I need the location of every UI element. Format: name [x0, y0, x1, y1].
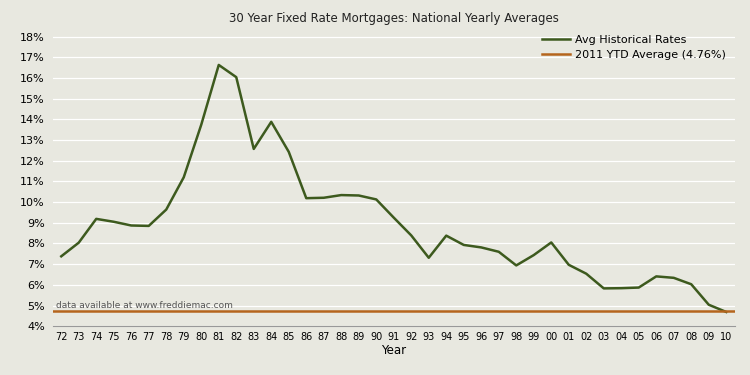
Avg Historical Rates [214, 63, 223, 67]
Avg Historical Rates [704, 303, 713, 307]
Avg Historical Rates [634, 285, 644, 290]
Avg Historical Rates [406, 233, 416, 238]
Avg Historical Rates [547, 240, 556, 245]
2011 YTD Average (4.76%) [57, 308, 66, 313]
Avg Historical Rates [320, 195, 328, 200]
Title: 30 Year Fixed Rate Mortgages: National Yearly Averages: 30 Year Fixed Rate Mortgages: National Y… [229, 12, 559, 25]
Avg Historical Rates [512, 263, 520, 268]
Avg Historical Rates [372, 197, 381, 202]
Legend: Avg Historical Rates, 2011 YTD Average (4.76%): Avg Historical Rates, 2011 YTD Average (… [538, 32, 730, 63]
Avg Historical Rates [477, 245, 486, 250]
Avg Historical Rates [267, 120, 276, 124]
Avg Historical Rates [74, 240, 83, 245]
Avg Historical Rates [127, 223, 136, 228]
Avg Historical Rates [92, 217, 100, 221]
Avg Historical Rates [249, 147, 258, 151]
2011 YTD Average (4.76%) [74, 308, 83, 313]
Avg Historical Rates [616, 286, 626, 290]
Avg Historical Rates [652, 274, 661, 279]
Avg Historical Rates [354, 193, 363, 198]
Avg Historical Rates [564, 262, 573, 267]
Avg Historical Rates [442, 233, 451, 238]
Avg Historical Rates [459, 243, 468, 247]
Avg Historical Rates [284, 150, 293, 154]
Avg Historical Rates [162, 207, 171, 212]
Line: Avg Historical Rates: Avg Historical Rates [62, 65, 726, 312]
Avg Historical Rates [494, 249, 503, 254]
Avg Historical Rates [669, 276, 678, 280]
X-axis label: Year: Year [381, 344, 406, 357]
Text: data available at www.freddiemac.com: data available at www.freddiemac.com [56, 301, 232, 310]
Avg Historical Rates [337, 193, 346, 197]
Avg Historical Rates [582, 272, 591, 276]
Avg Historical Rates [424, 255, 433, 260]
Avg Historical Rates [530, 253, 538, 257]
Avg Historical Rates [110, 219, 118, 224]
Avg Historical Rates [179, 175, 188, 180]
Avg Historical Rates [722, 310, 730, 314]
Avg Historical Rates [302, 196, 310, 200]
Avg Historical Rates [144, 224, 153, 228]
Avg Historical Rates [599, 286, 608, 291]
Avg Historical Rates [232, 75, 241, 80]
Avg Historical Rates [196, 123, 206, 127]
Avg Historical Rates [57, 254, 66, 259]
Avg Historical Rates [389, 215, 398, 220]
Avg Historical Rates [687, 282, 696, 286]
